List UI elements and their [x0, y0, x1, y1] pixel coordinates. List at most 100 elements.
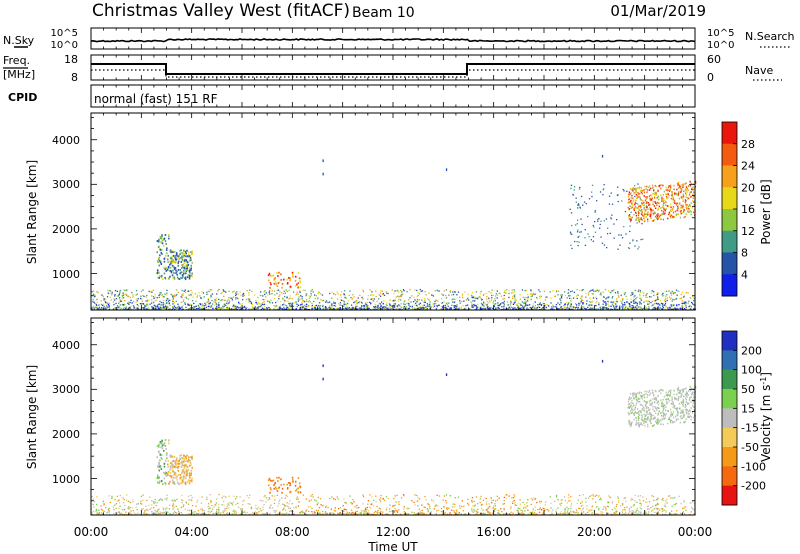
- echo-cell: [666, 188, 669, 190]
- echo-cell: [317, 297, 319, 299]
- echo-cell: [657, 512, 659, 514]
- echo-cell: [613, 302, 616, 304]
- echo-cell: [575, 224, 577, 226]
- echo-cell: [615, 306, 617, 308]
- echo-cell: [162, 301, 164, 304]
- echo-cell: [173, 272, 175, 274]
- echo-cell: [283, 308, 285, 310]
- echo-cell: [440, 302, 443, 305]
- echo-cell: [506, 301, 509, 303]
- echo-cell: [680, 204, 682, 207]
- echo-cell: [191, 294, 193, 297]
- echo-cell: [111, 497, 113, 499]
- echo-cell: [544, 501, 547, 503]
- echo-cell: [233, 510, 235, 513]
- echo-cell: [639, 290, 641, 292]
- echo-cell: [220, 299, 222, 302]
- echo-cell: [188, 294, 190, 296]
- echo-cell: [162, 278, 164, 280]
- echo-cell: [513, 494, 515, 496]
- echo-cell: [483, 305, 485, 307]
- echo-cell: [652, 300, 654, 302]
- echo-cell: [416, 305, 418, 307]
- echo-cell: [281, 503, 284, 505]
- echo-cell: [379, 292, 382, 294]
- power-cells: [91, 154, 697, 311]
- echo-cell: [571, 224, 573, 227]
- echo-cell: [213, 506, 215, 508]
- echo-cell: [393, 305, 396, 307]
- echo-cell: [174, 306, 176, 309]
- echo-cell: [671, 505, 673, 507]
- echo-cell: [162, 239, 165, 241]
- echo-cell: [103, 298, 105, 300]
- echo-cell: [634, 185, 636, 187]
- echo-cell: [356, 305, 358, 307]
- echo-cell: [419, 288, 421, 291]
- echo-cell: [235, 297, 237, 299]
- echo-cell: [670, 210, 672, 213]
- echo-cell: [576, 289, 578, 291]
- echo-cell: [135, 294, 137, 296]
- echo-cell: [529, 304, 531, 306]
- echo-cell: [663, 499, 665, 501]
- echo-cell: [646, 196, 648, 198]
- echo-cell: [299, 308, 301, 310]
- echo-cell: [297, 272, 300, 274]
- echo-cell: [136, 298, 138, 300]
- echo-cell: [595, 305, 597, 307]
- echo-cell: [369, 289, 371, 291]
- echo-cell: [574, 308, 576, 310]
- echo-cell: [301, 305, 304, 307]
- echo-cell: [98, 306, 101, 309]
- echo-cell: [613, 307, 615, 310]
- echo-cell: [593, 290, 595, 292]
- echo-cell: [548, 305, 550, 307]
- echo-cell: [221, 292, 223, 294]
- echo-cell: [154, 304, 156, 307]
- echo-cell: [680, 210, 682, 212]
- echo-cell: [164, 276, 166, 279]
- echo-cell: [664, 295, 667, 297]
- echo-cell: [164, 512, 166, 514]
- echo-cell: [643, 292, 645, 294]
- colorbar-segment: [722, 165, 737, 188]
- echo-cell: [158, 294, 160, 296]
- echo-cell: [577, 499, 579, 501]
- echo-cell: [607, 506, 609, 508]
- echo-cell: [549, 291, 551, 293]
- echo-cell: [198, 306, 200, 308]
- echo-cell: [566, 506, 568, 509]
- echo-cell: [247, 298, 249, 300]
- echo-cell: [269, 307, 271, 310]
- echo-cell: [140, 295, 142, 297]
- echo-cell: [334, 510, 337, 512]
- echo-cell: [243, 305, 246, 308]
- echo-cell: [384, 308, 387, 310]
- echo-cell: [277, 300, 279, 302]
- echo-cell: [177, 291, 180, 294]
- echo-cell: [197, 510, 200, 512]
- echo-cell: [108, 495, 110, 497]
- echo-cell: [684, 198, 686, 201]
- echo-cell: [120, 307, 122, 310]
- echo-cell: [580, 195, 583, 198]
- echo-cell: [396, 289, 398, 291]
- echo-cell: [574, 512, 577, 514]
- echo-cell: [424, 301, 426, 303]
- echo-cell: [161, 239, 164, 242]
- echo-cell: [348, 307, 350, 309]
- echo-cell: [136, 503, 138, 505]
- echo-cell: [670, 497, 672, 499]
- echo-cell: [288, 506, 290, 508]
- echo-cell: [424, 291, 426, 293]
- echo-cell: [561, 308, 563, 310]
- echo-cell: [96, 496, 98, 498]
- echo-cell: [508, 307, 510, 309]
- echo-cell: [156, 240, 159, 242]
- echo-cell: [296, 291, 298, 293]
- echo-cell: [530, 513, 532, 516]
- echo-cell: [484, 513, 486, 516]
- echo-cell: [459, 507, 461, 509]
